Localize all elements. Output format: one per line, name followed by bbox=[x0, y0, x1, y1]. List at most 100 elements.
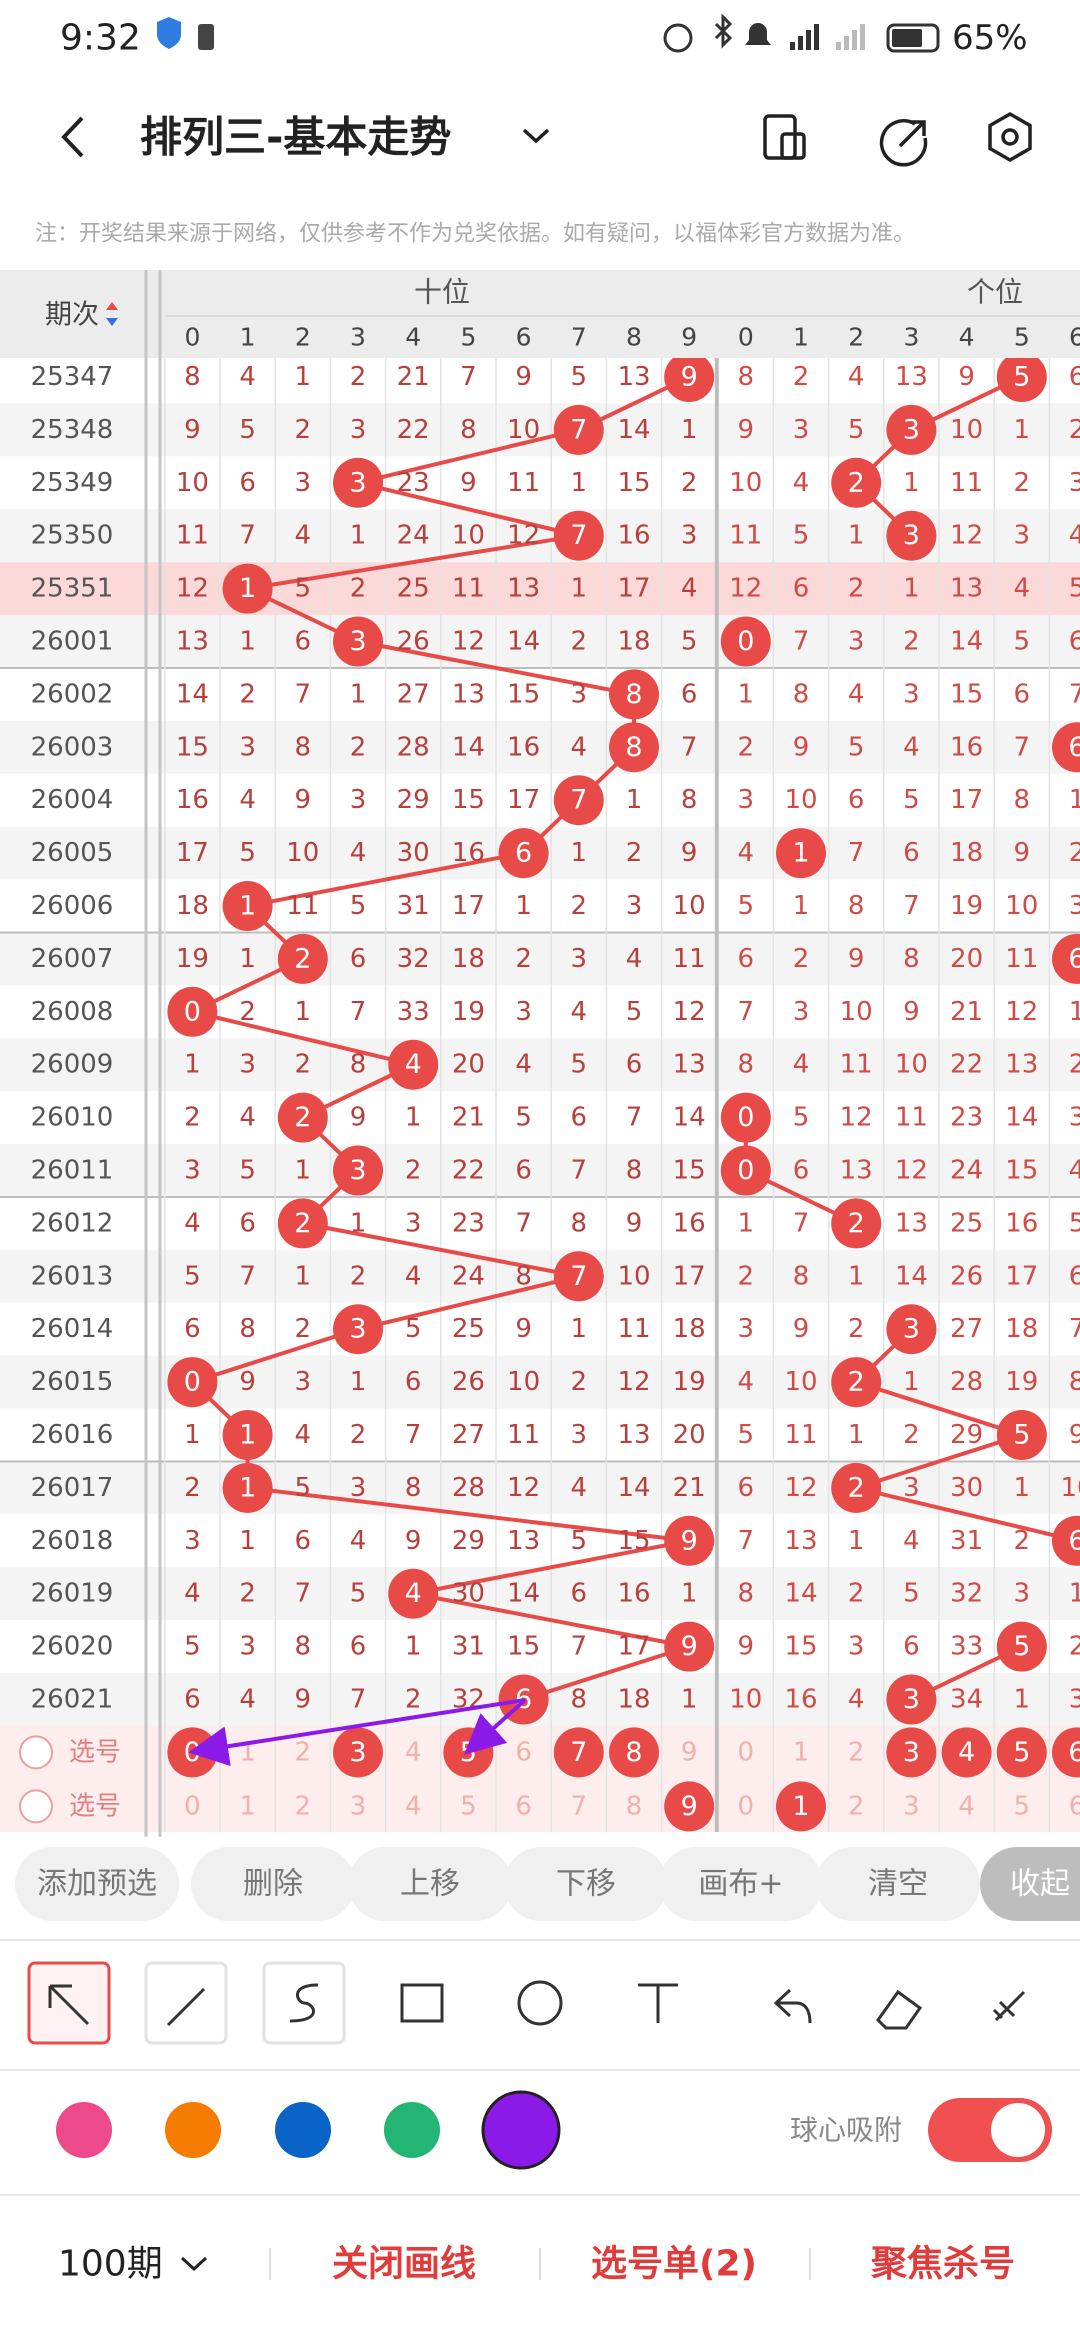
pick-list-button[interactable]: 选号单(2) bbox=[591, 2244, 757, 2285]
tens-hit-ball bbox=[388, 1568, 439, 1619]
period: 26009 bbox=[31, 1050, 114, 1080]
row-bg bbox=[0, 879, 1080, 933]
tool-text[interactable] bbox=[638, 1983, 678, 2023]
tens-miss: 11 bbox=[286, 891, 319, 921]
tens-miss: 2 bbox=[515, 944, 532, 974]
action-button[interactable] bbox=[504, 1847, 668, 1921]
settings-icon[interactable] bbox=[988, 111, 1032, 163]
tens-miss: 16 bbox=[617, 521, 650, 551]
sort-down[interactable] bbox=[106, 318, 118, 326]
units-miss: 5 bbox=[848, 732, 865, 762]
tens-miss: 8 bbox=[571, 1208, 588, 1238]
units-miss: 5 bbox=[793, 521, 810, 551]
action-button[interactable] bbox=[348, 1847, 512, 1921]
tens-hit-ball bbox=[333, 616, 383, 667]
units-miss: 2 bbox=[793, 362, 810, 392]
units-digit-header: 1 bbox=[793, 323, 809, 352]
back-button[interactable] bbox=[61, 116, 84, 158]
units-miss: 5 bbox=[1069, 1208, 1080, 1238]
close-lines-button[interactable]: 关闭画线 bbox=[332, 2244, 476, 2285]
tens-miss: 7 bbox=[295, 679, 312, 709]
pick-radio[interactable] bbox=[19, 1789, 53, 1824]
sort-up[interactable] bbox=[106, 302, 118, 310]
tens-miss: 3 bbox=[239, 732, 256, 762]
units-miss: 2 bbox=[848, 574, 865, 604]
units-miss: 3 bbox=[738, 1314, 755, 1344]
color-pink[interactable] bbox=[56, 2102, 112, 2158]
pick-tens: 4 bbox=[405, 1737, 422, 1767]
pick-tens: 5 bbox=[460, 1791, 477, 1821]
units-hit-ball bbox=[831, 457, 882, 508]
switch-icon[interactable] bbox=[763, 114, 806, 160]
units-digit-header: 2 bbox=[848, 323, 864, 352]
tens-hit-ball bbox=[553, 510, 604, 561]
color-purple-selected[interactable] bbox=[481, 2090, 561, 2170]
units-miss: 29 bbox=[950, 1420, 983, 1450]
units-miss: 6 bbox=[903, 1632, 920, 1662]
action-button[interactable] bbox=[191, 1847, 355, 1921]
action-button[interactable] bbox=[816, 1847, 980, 1921]
tens-miss: 5 bbox=[515, 1103, 532, 1133]
tens-miss: 5 bbox=[239, 838, 256, 868]
tool-curve[interactable] bbox=[262, 1961, 346, 2045]
units-miss: 2 bbox=[848, 1314, 865, 1344]
color-orange[interactable] bbox=[165, 2102, 221, 2158]
action-button-label: 添加预选 bbox=[37, 1867, 157, 1902]
units-digit-header: 4 bbox=[959, 323, 975, 352]
drawn-annotation bbox=[188, 1698, 527, 1767]
color-blue[interactable] bbox=[275, 2102, 331, 2158]
tens-miss: 4 bbox=[681, 574, 698, 604]
pick-radio[interactable] bbox=[19, 1735, 53, 1770]
pick-tens: 4 bbox=[405, 1791, 422, 1821]
units-miss: 7 bbox=[903, 891, 920, 921]
tool-clear[interactable] bbox=[992, 1990, 1026, 2022]
units-miss: 16 bbox=[784, 1685, 817, 1715]
action-button[interactable] bbox=[15, 1847, 179, 1921]
tens-miss: 9 bbox=[184, 415, 201, 445]
period: 26004 bbox=[31, 785, 114, 815]
units-miss: 1 bbox=[738, 1208, 755, 1238]
units-miss: 10 bbox=[784, 1367, 817, 1397]
units-header: 个位 bbox=[967, 276, 1023, 309]
tens-miss: 6 bbox=[184, 1314, 201, 1344]
tens-miss: 6 bbox=[626, 1050, 643, 1080]
action-button[interactable] bbox=[659, 1847, 823, 1921]
units-miss: 7 bbox=[1069, 1314, 1080, 1344]
tens-miss: 13 bbox=[507, 1526, 540, 1556]
units-hit: 2 bbox=[848, 1472, 865, 1503]
tool-line[interactable] bbox=[144, 1961, 228, 2045]
tens-miss: 1 bbox=[405, 1103, 422, 1133]
tool-rect[interactable] bbox=[400, 1983, 444, 2023]
tens-miss: 3 bbox=[571, 1420, 588, 1450]
tens-hit-ball bbox=[553, 404, 604, 455]
tens-digit-header: 8 bbox=[626, 323, 642, 352]
tool-undo[interactable] bbox=[773, 1988, 812, 2024]
tens-miss: 1 bbox=[295, 1156, 312, 1186]
tens-miss: 1 bbox=[571, 468, 588, 498]
tens-miss: 9 bbox=[295, 1685, 312, 1715]
pick-units: 5 bbox=[1014, 1791, 1031, 1821]
tens-hit: 4 bbox=[405, 1578, 422, 1609]
period: 26003 bbox=[31, 732, 114, 762]
share-icon[interactable] bbox=[879, 119, 928, 167]
pick-tens: 2 bbox=[295, 1737, 312, 1767]
color-green[interactable] bbox=[384, 2102, 440, 2158]
tens-miss: 2 bbox=[239, 997, 256, 1027]
tens-miss: 4 bbox=[239, 785, 256, 815]
tens-miss: 3 bbox=[626, 891, 643, 921]
action-button[interactable] bbox=[980, 1847, 1080, 1921]
tens-miss: 15 bbox=[176, 732, 209, 762]
tens-miss: 21 bbox=[673, 1473, 706, 1503]
tens-miss: 1 bbox=[295, 362, 312, 392]
tens-hit: 6 bbox=[515, 838, 532, 869]
tool-eraser[interactable] bbox=[876, 1989, 923, 2030]
tool-circle[interactable] bbox=[517, 1980, 563, 2026]
period-select[interactable]: 100期 bbox=[58, 2244, 163, 2285]
tens-miss: 11 bbox=[176, 521, 209, 551]
units-miss: 23 bbox=[950, 1103, 983, 1133]
title-dropdown[interactable] bbox=[522, 128, 550, 144]
tens-miss: 7 bbox=[515, 1208, 532, 1238]
units-trend-line bbox=[855, 1485, 1078, 1543]
focus-kill-button[interactable]: 聚焦杀号 bbox=[870, 2244, 1015, 2285]
